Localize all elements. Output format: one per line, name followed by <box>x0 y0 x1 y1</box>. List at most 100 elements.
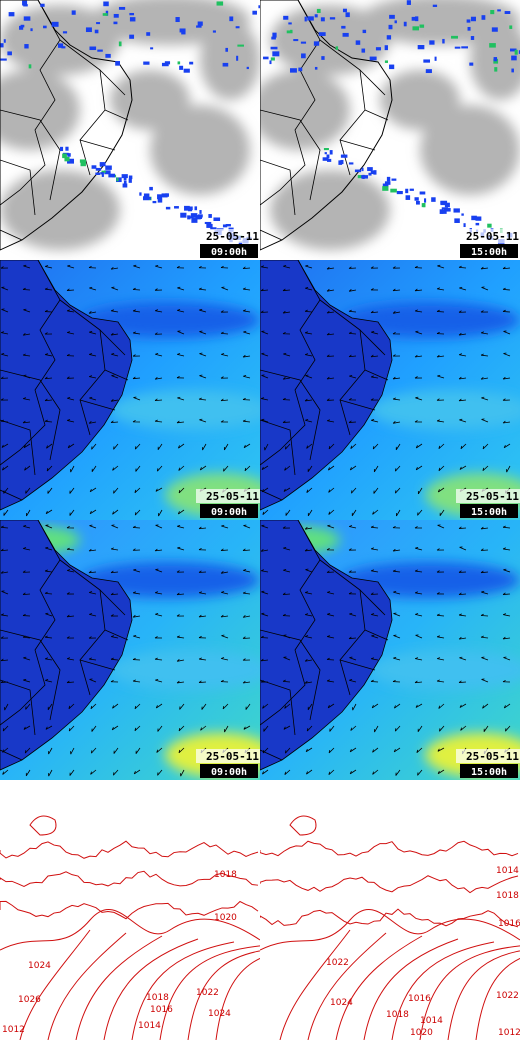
wind-arrow <box>22 635 31 639</box>
wind-arrow <box>198 591 207 595</box>
wind-arrow <box>155 703 163 709</box>
rain-cell <box>246 66 249 70</box>
wind-arrow <box>328 509 335 515</box>
wind-arrow <box>350 725 357 731</box>
wind-arrow <box>371 613 379 617</box>
wind-arrow <box>132 309 141 313</box>
wind-arrow <box>414 569 423 573</box>
rain-cell <box>405 195 411 200</box>
wind-arrow <box>198 657 207 661</box>
rain-cell <box>444 208 451 212</box>
rain-cell <box>471 215 477 221</box>
wind-arrow <box>261 465 269 471</box>
rain-cell <box>451 35 458 39</box>
isobar-label: 1018 <box>496 891 519 901</box>
wind-arrow <box>242 354 251 358</box>
wind-arrow <box>503 330 511 335</box>
wind-arrow <box>326 288 335 292</box>
rain-cell <box>123 177 127 181</box>
rain-cell <box>406 0 411 5</box>
wind-arrow <box>436 679 445 683</box>
rain-cell <box>272 51 280 57</box>
wind-arrow <box>393 656 401 661</box>
wind-arrow <box>261 374 269 379</box>
wind-arrow <box>393 590 401 595</box>
wind-arrow <box>66 526 75 529</box>
wind-arrow <box>417 509 423 516</box>
wind-arrow <box>0 376 9 379</box>
wind-arrow <box>262 703 269 709</box>
isobar <box>0 870 259 888</box>
wind-arrow <box>392 569 401 573</box>
band <box>110 390 260 430</box>
wind-arrow <box>282 310 291 314</box>
wind-arrow <box>89 396 97 401</box>
wind-arrow <box>260 265 269 269</box>
wind-arrow <box>306 487 313 493</box>
rain-cell <box>161 62 169 67</box>
wind-arrow <box>261 397 269 401</box>
date-label: 25-05-11 <box>466 750 519 763</box>
wind-arrow <box>88 548 97 552</box>
rain-cell <box>419 24 425 28</box>
wind-arrow <box>199 374 207 379</box>
wind-arrow <box>349 679 357 683</box>
rain-cell <box>115 61 121 66</box>
rain-cell <box>113 21 118 25</box>
rain-cell <box>181 29 186 35</box>
wind-arrow <box>392 311 401 314</box>
wind-arrow <box>480 635 489 639</box>
rain-cell <box>116 177 119 182</box>
wind-arrow <box>458 680 467 683</box>
wind-arrow <box>481 678 489 683</box>
wind-arrow <box>45 353 53 357</box>
wind-arrow <box>282 376 291 380</box>
rain-cell <box>60 146 64 152</box>
wind-arrow <box>396 509 401 517</box>
wind-arrow <box>66 614 75 618</box>
wind-arrow <box>282 288 291 292</box>
wind-arrow <box>437 657 445 661</box>
rain-cell <box>434 56 437 61</box>
wind-arrow <box>132 591 141 595</box>
wind-arrow <box>415 634 423 639</box>
isobar-label: 1014 <box>496 866 519 876</box>
rain-cell <box>97 49 103 52</box>
wind-arrow <box>506 465 511 473</box>
rain-cell <box>481 15 486 20</box>
wind-arrow <box>132 420 141 423</box>
wind-arrow <box>22 287 31 291</box>
wind-arrow <box>505 725 511 732</box>
wind-arrow <box>2 725 9 732</box>
wind-arrow <box>112 465 119 471</box>
wind-arrow <box>374 725 379 733</box>
wind-arrow <box>242 548 251 552</box>
wind-arrow <box>177 353 185 357</box>
rain-cell <box>409 188 414 191</box>
rain-cell <box>99 162 106 167</box>
wind-arrow <box>349 525 357 529</box>
wind-arrow <box>178 487 185 494</box>
time-label: 09:00h <box>211 507 247 518</box>
rain-cell <box>444 202 450 208</box>
rain-cell <box>431 197 436 202</box>
wind-arrow <box>133 264 141 269</box>
rain-cell <box>199 210 202 214</box>
wind-arrow <box>348 309 357 313</box>
wind-arrow <box>176 375 185 379</box>
rain-cell <box>85 27 92 33</box>
date-bg <box>196 229 260 243</box>
rain-cell <box>417 45 425 50</box>
wind-arrow <box>178 443 185 449</box>
rain-cell <box>493 57 498 62</box>
wind-arrow <box>326 419 335 423</box>
wind-arrow <box>481 418 489 423</box>
wind-arrow <box>327 703 335 709</box>
rain-cell <box>304 16 307 22</box>
rain-cell <box>71 10 76 15</box>
wind-arrow <box>221 353 229 357</box>
wind-arrow <box>352 703 357 711</box>
wind-arrow <box>370 288 379 291</box>
wind-arrow <box>437 747 445 752</box>
wind-arrow <box>326 657 335 661</box>
